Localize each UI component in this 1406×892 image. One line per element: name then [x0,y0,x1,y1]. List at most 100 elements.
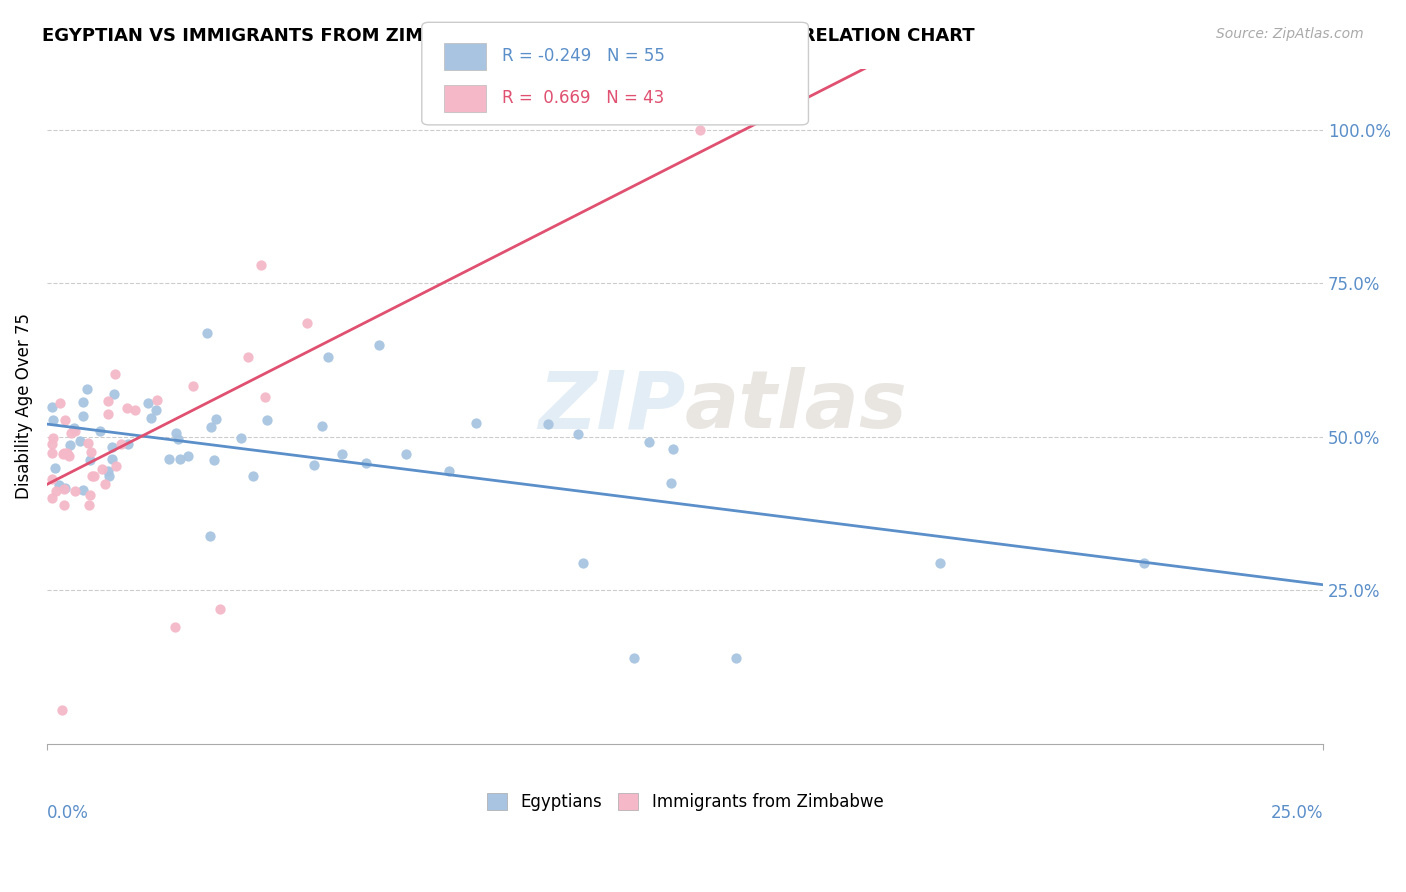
Point [52,446,75,460]
Point [77,436,100,450]
Point [41,431,63,445]
Point [97,407,120,421]
Point [103,387,125,401]
Point [725,650,748,665]
Point [48,395,70,409]
Point [316,350,339,364]
Point [89,425,111,439]
Text: Source: ZipAtlas.com: Source: ZipAtlas.com [1216,27,1364,41]
Point [229,431,252,445]
Point [205,411,228,425]
Point [181,379,204,393]
Text: R =  0.669   N = 43: R = 0.669 N = 43 [502,89,664,107]
Point [367,337,389,351]
Point [537,417,560,431]
Point [311,419,333,434]
Point [52,482,75,496]
Point [72,483,94,497]
Point [41,491,63,506]
Point [395,447,418,461]
Point [464,417,486,431]
Point [198,529,221,543]
Point [202,453,225,467]
Point [623,650,645,665]
Point [177,449,200,463]
Point [72,394,94,409]
Point [567,426,589,441]
Point [63,484,86,499]
Point [139,411,162,425]
Point [124,403,146,417]
Point [41,437,63,451]
Point [302,458,325,473]
Point [77,498,100,512]
Point [79,453,101,467]
Point [76,382,98,396]
Point [63,424,86,438]
Point [163,620,186,634]
Point [59,438,82,452]
Point [157,451,180,466]
Point [48,478,70,492]
Point [572,556,595,570]
Point [41,400,63,414]
Point [254,390,277,404]
Point [100,440,122,454]
Point [295,316,318,330]
Point [242,468,264,483]
Point [83,468,105,483]
Point [97,468,120,483]
Point [72,409,94,424]
Point [105,459,128,474]
Point [80,468,103,483]
Point [45,484,67,499]
Point [659,475,682,490]
Point [200,420,222,434]
Point [62,421,84,435]
Point [53,481,76,495]
Point [195,326,218,340]
Point [209,601,232,615]
Point [44,461,66,475]
Point [689,123,711,137]
Point [101,451,124,466]
Point [52,446,75,460]
Point [110,437,132,451]
Point [93,477,115,491]
Point [662,442,685,456]
Point [79,488,101,502]
Point [117,437,139,451]
Y-axis label: Disability Age Over 75: Disability Age Over 75 [15,313,32,500]
Point [250,258,273,272]
Point [42,413,65,427]
Point [41,446,63,460]
Point [256,413,278,427]
Text: atlas: atlas [685,368,908,445]
Point [104,367,127,381]
Point [56,447,79,461]
Point [146,392,169,407]
Point [165,426,187,441]
Text: EGYPTIAN VS IMMIGRANTS FROM ZIMBABWE DISABILITY AGE OVER 75 CORRELATION CHART: EGYPTIAN VS IMMIGRANTS FROM ZIMBABWE DIS… [42,27,974,45]
Text: 25.0%: 25.0% [1271,805,1323,822]
Legend: Egyptians, Immigrants from Zimbabwe: Egyptians, Immigrants from Zimbabwe [482,789,889,816]
Point [236,350,259,364]
Point [69,434,91,448]
Point [80,445,103,459]
Point [167,432,190,446]
Point [59,425,82,440]
Point [53,413,76,427]
Point [56,446,79,460]
Point [929,556,952,570]
Point [330,447,353,461]
Point [97,394,120,409]
Point [41,472,63,486]
Point [169,451,191,466]
Point [97,464,120,478]
Point [51,703,73,717]
Text: 0.0%: 0.0% [46,805,89,822]
Point [145,403,167,417]
Point [58,449,80,463]
Point [638,435,661,450]
Point [136,396,159,410]
